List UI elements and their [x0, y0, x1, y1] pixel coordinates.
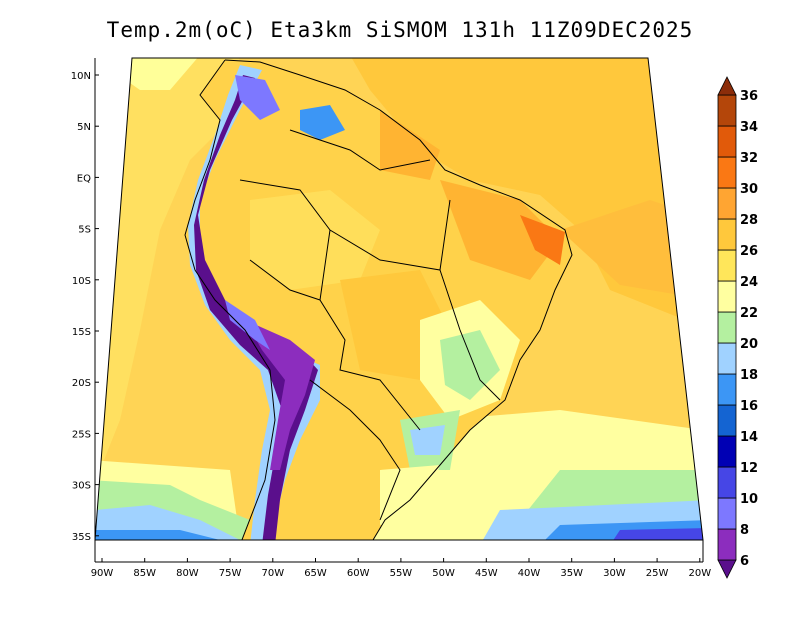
colorbar-label: 16 [740, 399, 758, 414]
x-tick-label: 20W [688, 568, 711, 579]
colorbar-min-arrow [717, 559, 737, 579]
y-tick-label: 5N [77, 122, 91, 133]
y-tick-label: 10S [72, 276, 91, 287]
x-tick-label: 50W [432, 568, 455, 579]
colorbar-label: 26 [740, 244, 758, 259]
colorbar-segment [717, 528, 737, 561]
colorbar-segment [717, 218, 737, 251]
x-tick-label: 85W [133, 568, 156, 579]
x-tick-label: 75W [219, 568, 242, 579]
colorbar-label: 36 [740, 89, 758, 104]
colorbar-segment [717, 249, 737, 282]
colorbar-label: 34 [740, 120, 758, 135]
x-tick-label: 80W [176, 568, 199, 579]
colorbar-segment [717, 466, 737, 499]
y-tick-label: 5S [78, 225, 91, 236]
y-tick-label: 15S [72, 327, 91, 338]
colorbar-segment [717, 373, 737, 406]
colorbar-segment [717, 435, 737, 468]
x-tick-label: 45W [475, 568, 498, 579]
colorbar-segment [717, 311, 737, 344]
y-tick-label: 35S [72, 532, 91, 543]
colorbar-max-arrow [717, 76, 737, 96]
colorbar-segment [717, 342, 737, 375]
colorbar-label: 30 [740, 182, 758, 197]
x-tick-label: 55W [390, 568, 413, 579]
colorbar-label: 6 [740, 554, 749, 569]
colorbar-segment [717, 497, 737, 530]
y-tick-label: 30S [72, 481, 91, 492]
colorbar-segment [717, 125, 737, 158]
colorbar-label: 12 [740, 461, 758, 476]
colorbar-label: 24 [740, 275, 758, 290]
x-tick-label: 35W [560, 568, 583, 579]
colorbar-label: 28 [740, 213, 758, 228]
latitude-axis: 10N 5N EQ 5S 10S 15S 20S 25S 30S 35S [71, 71, 99, 543]
x-tick-label: 70W [261, 568, 284, 579]
colorbar-label: 20 [740, 337, 758, 352]
y-tick-label: 25S [72, 429, 91, 440]
x-tick-label: 60W [347, 568, 370, 579]
map-panel [95, 58, 703, 540]
x-tick-label: 40W [518, 568, 541, 579]
x-tick-label: 90W [91, 568, 114, 579]
y-tick-label: 20S [72, 378, 91, 389]
colorbar-label: 32 [740, 151, 758, 166]
x-tick-label: 65W [304, 568, 327, 579]
temperature-colorbar: 6 8 10 12 14 16 18 20 22 24 26 28 30 32 34 36 [717, 76, 758, 579]
colorbar-segment [717, 94, 737, 127]
colorbar-label: 18 [740, 368, 758, 383]
colorbar-segment [717, 156, 737, 189]
x-tick-label: 25W [646, 568, 669, 579]
colorbar-segment [717, 404, 737, 437]
colorbar-segment [717, 280, 737, 313]
colorbar-label: 14 [740, 430, 758, 445]
y-tick-label: EQ [77, 173, 91, 184]
y-tick-label: 10N [71, 71, 91, 82]
longitude-axis: 90W 85W 80W 75W 70W 65W 60W 55W 50W 45W 40W 35W 30W 2… [91, 558, 711, 579]
colorbar-label: 10 [740, 492, 758, 507]
map-title: Temp.2m(oC) Eta3km SiSMOM 131h 11Z09DEC2… [106, 18, 694, 42]
x-tick-label: 30W [603, 568, 626, 579]
colorbar-segment [717, 187, 737, 220]
colorbar-label: 22 [740, 306, 758, 321]
colorbar-label: 8 [740, 523, 749, 538]
